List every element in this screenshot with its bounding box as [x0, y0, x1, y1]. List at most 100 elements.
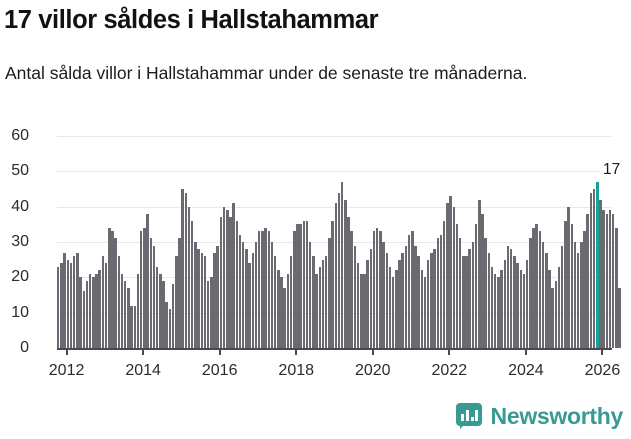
bar	[350, 231, 353, 348]
bar	[366, 259, 369, 348]
bar	[200, 252, 203, 348]
bar	[363, 273, 366, 348]
x-axis-tick-label: 2020	[354, 362, 391, 379]
bar	[398, 259, 401, 348]
bar	[143, 227, 146, 348]
bar	[63, 252, 66, 348]
bar	[458, 238, 462, 348]
bar	[586, 213, 589, 348]
bar	[592, 189, 596, 348]
bar	[618, 287, 621, 348]
bar	[385, 252, 388, 348]
y-axis-tick-label: 10	[11, 303, 29, 321]
bar	[439, 234, 443, 348]
bar	[104, 263, 108, 348]
bar	[181, 189, 184, 348]
bar	[404, 245, 408, 348]
chart-subtitle: Antal sålda villor i Hallstahammar under…	[5, 63, 528, 83]
bar	[108, 227, 111, 348]
bar	[315, 273, 318, 348]
bar	[120, 273, 124, 348]
bar	[60, 263, 63, 348]
bar	[506, 245, 510, 348]
bar	[407, 234, 411, 348]
gridline	[57, 136, 612, 137]
x-axis-tick-label: 2018	[278, 362, 315, 379]
bar	[411, 231, 414, 348]
bar	[111, 231, 114, 348]
bar	[277, 270, 280, 348]
bar	[372, 231, 376, 348]
y-axis-tick-label: 20	[11, 268, 29, 286]
bar	[541, 242, 545, 348]
bar	[519, 270, 522, 348]
x-axis-tick-label: 2022	[431, 362, 468, 379]
bar	[286, 273, 290, 348]
bar	[293, 231, 296, 348]
bar	[576, 252, 580, 348]
bar	[583, 231, 586, 348]
bar	[560, 245, 564, 348]
bar	[442, 220, 446, 348]
y-axis-tick-label: 40	[11, 197, 29, 215]
bar	[289, 256, 293, 348]
bar	[206, 280, 210, 348]
bar	[139, 231, 143, 348]
bar	[608, 210, 612, 348]
bar	[513, 256, 516, 348]
bar	[340, 181, 344, 348]
bar	[114, 238, 117, 348]
bar	[395, 270, 398, 348]
x-axis-tick-mark	[371, 349, 374, 355]
highlighted-value-label: 17	[600, 160, 623, 178]
bar	[493, 273, 497, 348]
bar	[296, 224, 299, 348]
chart-plot-area: 0 10 20 30 40 50 60 2012 2014 2016 2018 2020 2022 20…	[11, 127, 623, 379]
bar	[242, 242, 245, 348]
bar	[529, 238, 532, 348]
bar	[484, 238, 487, 348]
logo-bar-1	[460, 414, 464, 421]
bar	[299, 224, 302, 348]
bar	[232, 203, 235, 348]
bar	[401, 252, 404, 348]
bar	[152, 245, 156, 348]
bars-group	[57, 136, 621, 348]
x-axis-tick-label: 2026	[584, 362, 621, 379]
bar	[270, 242, 274, 348]
bar	[127, 287, 130, 348]
bar	[612, 213, 615, 348]
bar	[490, 266, 494, 348]
x-axis-tick-label: 2014	[125, 362, 161, 379]
highlighted-bar	[596, 181, 599, 348]
bar	[308, 242, 312, 348]
bar	[509, 249, 513, 348]
bar	[369, 249, 373, 348]
bar	[532, 227, 535, 348]
bar	[57, 266, 60, 348]
bar	[66, 259, 70, 348]
bar	[101, 256, 105, 348]
page-title: 17 villor såldes i Hallstahammar	[4, 6, 379, 34]
bar	[85, 280, 89, 348]
bar	[548, 270, 551, 348]
bar	[557, 266, 561, 348]
x-axis-tick-mark	[448, 349, 451, 355]
y-axis-tick-label: 60	[11, 127, 29, 144]
bar	[478, 199, 481, 348]
y-axis-tick-label: 0	[20, 339, 29, 356]
bar	[356, 263, 360, 348]
bar	[98, 270, 101, 348]
bar	[551, 287, 554, 348]
x-axis-tick-mark	[142, 349, 145, 355]
bar	[95, 273, 98, 348]
bar	[226, 210, 229, 348]
bar	[535, 224, 538, 348]
bar	[318, 266, 322, 348]
bar	[175, 256, 178, 348]
bar	[257, 231, 261, 348]
bar	[481, 213, 484, 348]
bar	[302, 220, 306, 348]
bar	[615, 227, 618, 348]
